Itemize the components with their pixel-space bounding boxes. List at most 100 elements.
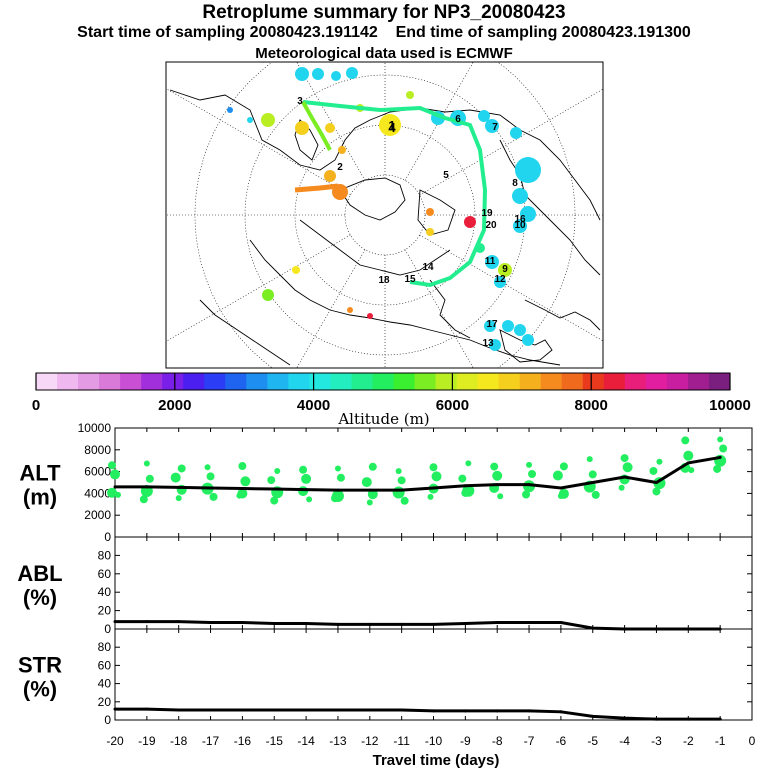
plume-altitude-marker — [489, 339, 501, 351]
plume-altitude-marker — [485, 119, 499, 133]
colorbar-swatch — [582, 373, 605, 390]
route-day-label: 19 — [481, 208, 493, 219]
alt-data-point — [654, 481, 658, 484]
route-day-label: 1 — [388, 118, 395, 133]
alt-data-point — [686, 461, 690, 465]
y-tick-label: 40 — [98, 585, 112, 599]
plume-altitude-marker — [346, 67, 358, 79]
route-day-label: 11 — [485, 256, 496, 267]
y-tick-label: 80 — [98, 548, 112, 562]
route-day-label: 12 — [494, 274, 506, 285]
route-day-label: 4 — [388, 120, 396, 135]
alt-series-line — [115, 455, 721, 492]
alt-scatter-point — [717, 436, 724, 443]
y-tick-label: 0 — [104, 530, 111, 544]
str-data-point — [432, 709, 435, 713]
alt-scatter-point — [586, 456, 593, 463]
plume-altitude-marker — [295, 121, 309, 135]
alt-scatter-point — [115, 491, 121, 498]
abl-data-point — [113, 620, 117, 624]
y-tick-label: 0 — [104, 713, 111, 727]
colorbar-swatch — [414, 373, 437, 390]
alt-scatter-point — [238, 462, 247, 471]
plume-altitude-marker — [426, 228, 434, 236]
alt-scatter-point — [681, 436, 690, 445]
meridian-line — [419, 88, 603, 196]
panel-frame — [114, 536, 753, 630]
meridian-line — [166, 88, 351, 196]
alt-scatter-point — [334, 465, 341, 472]
colorbar-swatch — [666, 373, 689, 390]
str-data-point — [495, 709, 499, 713]
plume-altitude-marker — [426, 208, 434, 216]
alt-scatter-point — [461, 488, 470, 497]
plume-altitude-marker — [406, 91, 414, 99]
alt-scatter-point — [688, 467, 695, 474]
plume-altitude-marker — [262, 289, 274, 301]
alt-scatter-point — [145, 474, 154, 483]
alt-scatter-point — [458, 474, 467, 483]
colorbar-swatch — [120, 373, 142, 390]
alt-scatter-point — [110, 469, 120, 480]
colorbar-swatch — [351, 373, 373, 390]
alt-scatter-point — [649, 466, 658, 475]
alt-scatter-point — [336, 473, 345, 482]
colorbar-tick-label: 6000 — [436, 397, 469, 414]
plume-altitude-marker — [478, 110, 490, 122]
colorbar-swatch — [456, 373, 479, 390]
x-tick-label: -10 — [425, 734, 443, 748]
str-data-point — [209, 708, 213, 712]
colorbar-swatch — [204, 373, 226, 390]
abl-data-point — [432, 622, 435, 626]
plume-altitude-marker — [312, 68, 324, 80]
colorbar-swatch — [78, 373, 100, 390]
x-tick-label: -11 — [393, 734, 410, 748]
alt-data-point — [495, 483, 499, 487]
str-data-point — [400, 708, 404, 712]
str-data-point — [336, 708, 340, 712]
panel-ylabel-unit: (m) — [23, 485, 57, 510]
alt-data-point — [527, 483, 531, 487]
alt-scatter-point — [361, 477, 372, 488]
alt-scatter-point — [427, 493, 434, 500]
str-data-point — [368, 708, 372, 712]
colorbar-tick-label: 4000 — [297, 397, 330, 414]
alt-scatter-point — [301, 473, 312, 484]
str-data-point — [463, 709, 467, 713]
str-data-point — [113, 707, 117, 711]
plume-altitude-marker — [227, 107, 233, 113]
chart-title: Retroplume summary for NP3_20080423 — [202, 2, 566, 23]
alt-scatter-point — [588, 470, 597, 479]
y-tick-label: 60 — [98, 658, 112, 672]
alt-scatter-point — [270, 496, 279, 505]
colorbar-swatch — [309, 373, 331, 390]
alt-scatter-point — [299, 465, 308, 474]
alt-data-point — [718, 455, 722, 459]
start-time-label: Start time of sampling 20080423.191142 — [77, 24, 378, 41]
plume-altitude-marker — [331, 71, 341, 81]
alt-scatter-point — [397, 476, 406, 485]
x-tick-label: -12 — [361, 734, 379, 748]
plume-altitude-marker — [324, 170, 336, 182]
colorbar-swatch — [477, 373, 500, 390]
colorbar-swatch — [645, 373, 668, 390]
y-tick-label: 6000 — [84, 465, 111, 479]
meridian-line — [419, 234, 603, 342]
x-tick-label: -1 — [715, 734, 726, 748]
alt-scatter-point — [209, 492, 218, 501]
x-tick-label: -19 — [138, 734, 156, 748]
abl-data-point — [272, 621, 276, 625]
route-day-label: 8 — [512, 178, 518, 189]
colorbar-swatch — [498, 373, 521, 390]
alt-scatter-point — [713, 464, 722, 473]
alt-data-point — [336, 488, 340, 492]
alt-scatter-point — [492, 470, 503, 481]
str-data-point — [240, 708, 244, 712]
alt-data-point — [432, 486, 435, 490]
abl-data-point — [527, 621, 531, 625]
colorbar-swatch — [162, 373, 184, 390]
alt-scatter-point — [528, 469, 537, 478]
alt-scatter-point — [367, 489, 378, 500]
